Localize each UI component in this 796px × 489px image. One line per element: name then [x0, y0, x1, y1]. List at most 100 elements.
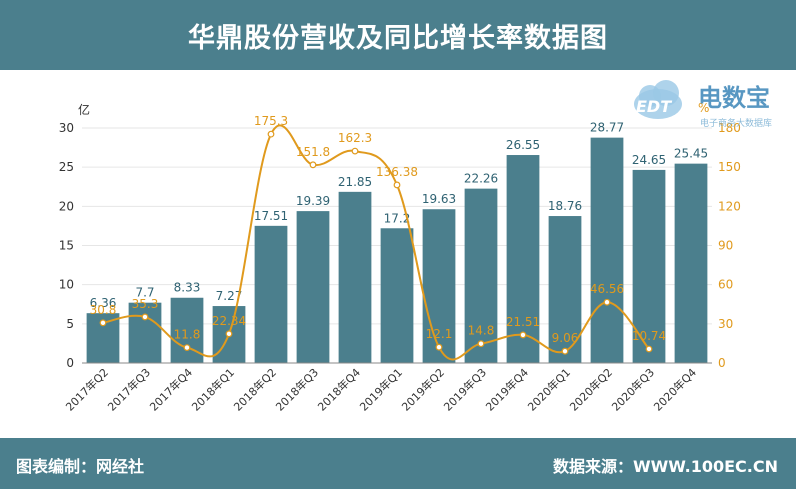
category-tick-label: 2018年Q3: [273, 365, 322, 414]
growth-point-label: 35.3: [132, 297, 159, 311]
revenue-bar-label: 28.77: [590, 121, 624, 135]
revenue-bar: [506, 155, 540, 363]
revenue-bar: [380, 228, 414, 363]
right-tick-label: 30: [718, 317, 733, 331]
growth-point-label: 136.38: [376, 165, 418, 179]
chart-footer: 图表编制：网经社 数据来源：WWW.100EC.CN: [0, 438, 796, 489]
growth-point-label: 46.56: [590, 282, 624, 296]
revenue-bar-label: 19.63: [422, 192, 456, 206]
growth-point-label: 11.8: [174, 328, 201, 342]
left-tick-label: 10: [59, 278, 74, 292]
revenue-bar-label: 17.51: [254, 209, 288, 223]
category-tick-label: 2019年Q3: [441, 365, 490, 414]
growth-point-label: 14.8: [468, 324, 495, 338]
growth-point-label: 21.51: [506, 315, 540, 329]
revenue-bar-label: 25.45: [674, 147, 708, 161]
growth-line-labels: 30.8 35.3 11.8 22.34 175.3 151.8 162.3 136.38 12…: [90, 114, 667, 345]
category-tick-label: 2017年Q4: [147, 365, 196, 414]
left-tick-label: 30: [59, 121, 74, 135]
revenue-growth-chart: 6.36 7.7 8.33 7.27 17.51 19.39 21.85 17.2 19.63 2…: [59, 101, 741, 414]
category-tick-label: 2017年Q2: [63, 365, 112, 414]
revenue-bar-label: 24.65: [632, 153, 666, 167]
revenue-bar: [128, 302, 162, 363]
left-tick-label: 5: [66, 317, 74, 331]
left-tick-label: 25: [59, 160, 74, 174]
category-tick-label: 2020年Q3: [609, 365, 658, 414]
revenue-bar-label: 6.36: [90, 296, 117, 310]
growth-point-label: 162.3: [338, 131, 372, 145]
right-tick-label: 180: [718, 121, 741, 135]
revenue-bar-label: 26.55: [506, 138, 540, 152]
growth-point: [141, 313, 149, 321]
growth-point: [351, 147, 359, 155]
revenue-bar: [632, 169, 666, 363]
revenue-bar-label: 8.33: [174, 281, 201, 295]
logo-text: 电数宝: [698, 84, 770, 112]
revenue-bar: [296, 211, 330, 363]
revenue-bar: [338, 191, 372, 363]
growth-point: [267, 130, 275, 138]
growth-point-label: 22.34: [212, 314, 246, 328]
category-tick-label: 2019年Q1: [357, 365, 406, 414]
growth-point-label: 175.3: [254, 114, 288, 128]
chart-header: 华鼎股份营收及同比增长率数据图: [0, 0, 796, 70]
footer-editor: 图表编制：网经社: [16, 457, 145, 476]
category-tick-label: 2020年Q4: [651, 365, 700, 414]
growth-point: [477, 340, 485, 348]
growth-point-label: 9.06: [552, 331, 579, 345]
growth-point-label: 151.8: [296, 145, 330, 159]
footer-source: 数据来源：WWW.100EC.CN: [552, 457, 778, 476]
logo-subtext: 电子商务大数据库: [700, 117, 772, 129]
revenue-bar: [464, 188, 498, 363]
growth-point: [99, 319, 107, 327]
revenue-bar-label: 18.76: [548, 199, 582, 213]
revenue-bar: [254, 225, 288, 363]
left-axis-unit: 亿: [78, 102, 90, 117]
growth-point-label: 30.8: [90, 303, 117, 317]
revenue-bar-label: 19.39: [296, 194, 330, 208]
category-tick-label: 2018年Q4: [315, 365, 364, 414]
growth-line: [99, 124, 653, 361]
category-tick-label: 2018年Q1: [189, 365, 238, 414]
revenue-bar-label: 21.85: [338, 175, 372, 189]
revenue-bar: [590, 137, 624, 363]
cloud-logo-icon: [634, 80, 682, 119]
right-tick-label: 60: [718, 278, 733, 292]
category-tick-label: 2019年Q4: [483, 365, 532, 414]
revenue-bar-labels: 6.36 7.7 8.33 7.27 17.51 19.39 21.85 17.2 19.63 2…: [90, 121, 709, 311]
right-tick-label: 120: [718, 199, 741, 213]
revenue-bar: [548, 216, 582, 363]
growth-point: [435, 343, 443, 351]
growth-line-path: [102, 124, 650, 361]
revenue-bar-label: 7.27: [216, 289, 243, 303]
category-tick-label: 2019年Q2: [399, 365, 448, 414]
right-tick-label: 0: [718, 356, 726, 370]
growth-point: [183, 344, 191, 351]
growth-point: [225, 330, 233, 338]
growth-point: [645, 345, 653, 353]
right-tick-label: 90: [718, 239, 733, 253]
revenue-bar-label: 7.7: [135, 286, 154, 300]
category-tick-label: 2020年Q2: [567, 365, 616, 414]
revenue-bar: [674, 163, 708, 363]
logo: EDT 电数宝 电子商务大数据库: [628, 74, 794, 134]
left-tick-label: 20: [59, 199, 74, 213]
left-tick-label: 15: [59, 239, 74, 253]
chart-title: 华鼎股份营收及同比增长率数据图: [188, 22, 608, 54]
revenue-bars: [86, 137, 708, 363]
revenue-bar-label: 17.2: [384, 211, 411, 225]
revenue-bar-label: 22.26: [464, 172, 498, 186]
growth-point: [603, 298, 611, 306]
revenue-bar: [422, 209, 456, 363]
right-axis-unit: %: [698, 101, 709, 115]
growth-point: [393, 181, 401, 189]
category-tick-label: 2017年Q3: [105, 365, 154, 414]
category-tick-label: 2020年Q1: [525, 365, 574, 414]
growth-point: [519, 331, 527, 339]
growth-point: [309, 161, 317, 169]
left-tick-label: 0: [66, 356, 74, 370]
growth-point: [561, 347, 569, 355]
growth-point-label: 10.74: [632, 329, 666, 343]
growth-point-label: 12.1: [426, 327, 453, 341]
right-tick-label: 150: [718, 160, 741, 174]
